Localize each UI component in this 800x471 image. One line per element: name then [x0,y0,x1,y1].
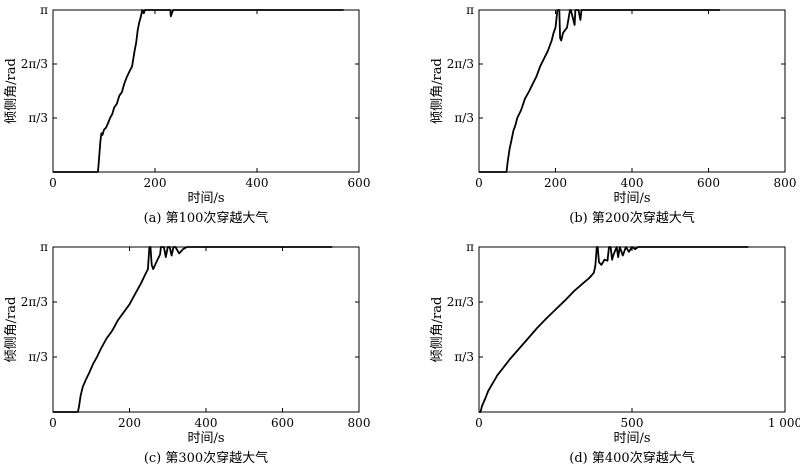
y-tick-label: π [466,240,474,254]
x-tick-label: 500 [621,416,644,430]
chart-caption: (a) 第100次穿越大气 [144,210,269,226]
plot-frame [478,246,786,413]
chart-panel-4: 0 500 1 000 π/3 2π/3 π 时间/s 倾侧角/rad (d) 第400次穿越大… [430,240,800,466]
chart-panel-2: 0 200 400 600 800 π/3 2π/3 π 时间/s 倾侧角/rad (b) 第200… [430,3,796,226]
plot-frame [52,246,360,413]
x-axis-label: 时间/s [613,191,650,206]
y-tick-label: 2π/3 [447,295,474,309]
x-tick-label: 200 [118,416,141,430]
x-tick-label: 1 000 [768,416,800,430]
x-tick-label: 0 [49,416,57,430]
x-tick-label: 0 [475,176,483,190]
chart-caption: (c) 第300次穿越大气 [144,450,268,466]
x-tick-label: 600 [697,176,720,190]
x-tick-label: 800 [774,176,797,190]
x-tick-label: 200 [144,176,167,190]
y-axis-label: 倾侧角/rad [4,58,19,124]
series-line-1 [479,246,749,413]
x-tick-label: 200 [544,176,567,190]
x-tick-label: 0 [475,416,483,430]
y-tick-label: π/3 [454,350,474,364]
x-tick-label: 600 [271,416,294,430]
x-axis-label: 时间/s [187,191,224,206]
plot-frame [52,9,360,173]
x-tick-label: 0 [49,176,57,190]
y-tick-label: π [40,3,48,17]
series-line-1 [53,246,333,413]
x-tick-label: 800 [348,416,371,430]
y-tick-label: 2π/3 [21,295,48,309]
y-tick-label: 2π/3 [21,57,48,71]
y-tick-label: π [466,3,474,17]
x-tick-label: 400 [246,176,269,190]
x-tick-label: 600 [348,176,371,190]
series-line-1 [53,9,344,173]
y-axis-label: 倾侧角/rad [430,297,445,363]
y-tick-label: π/3 [454,111,474,125]
y-tick-label: π/3 [28,350,48,364]
series-line-1 [479,9,720,173]
x-axis-label: 时间/s [187,431,224,446]
y-axis-label: 倾侧角/rad [4,297,19,363]
chart-caption: (b) 第200次穿越大气 [569,210,694,226]
x-axis-label: 时间/s [613,431,650,446]
chart-caption: (d) 第400次穿越大气 [569,450,694,466]
chart-panel-3: 0 200 400 600 800 π/3 2π/3 π 时间/s 倾侧角/rad (c) 第300… [4,240,370,466]
x-tick-label: 400 [195,416,218,430]
y-axis-label: 倾侧角/rad [430,58,445,124]
y-tick-label: π/3 [28,111,48,125]
chart-panel-1: 0 200 400 600 π/3 2π/3 π 时间/s 倾侧角/rad (a) 第100次穿越… [4,3,370,226]
x-tick-label: 400 [621,176,644,190]
plot-frame [478,9,786,173]
y-tick-label: π [40,240,48,254]
y-tick-label: 2π/3 [447,57,474,71]
